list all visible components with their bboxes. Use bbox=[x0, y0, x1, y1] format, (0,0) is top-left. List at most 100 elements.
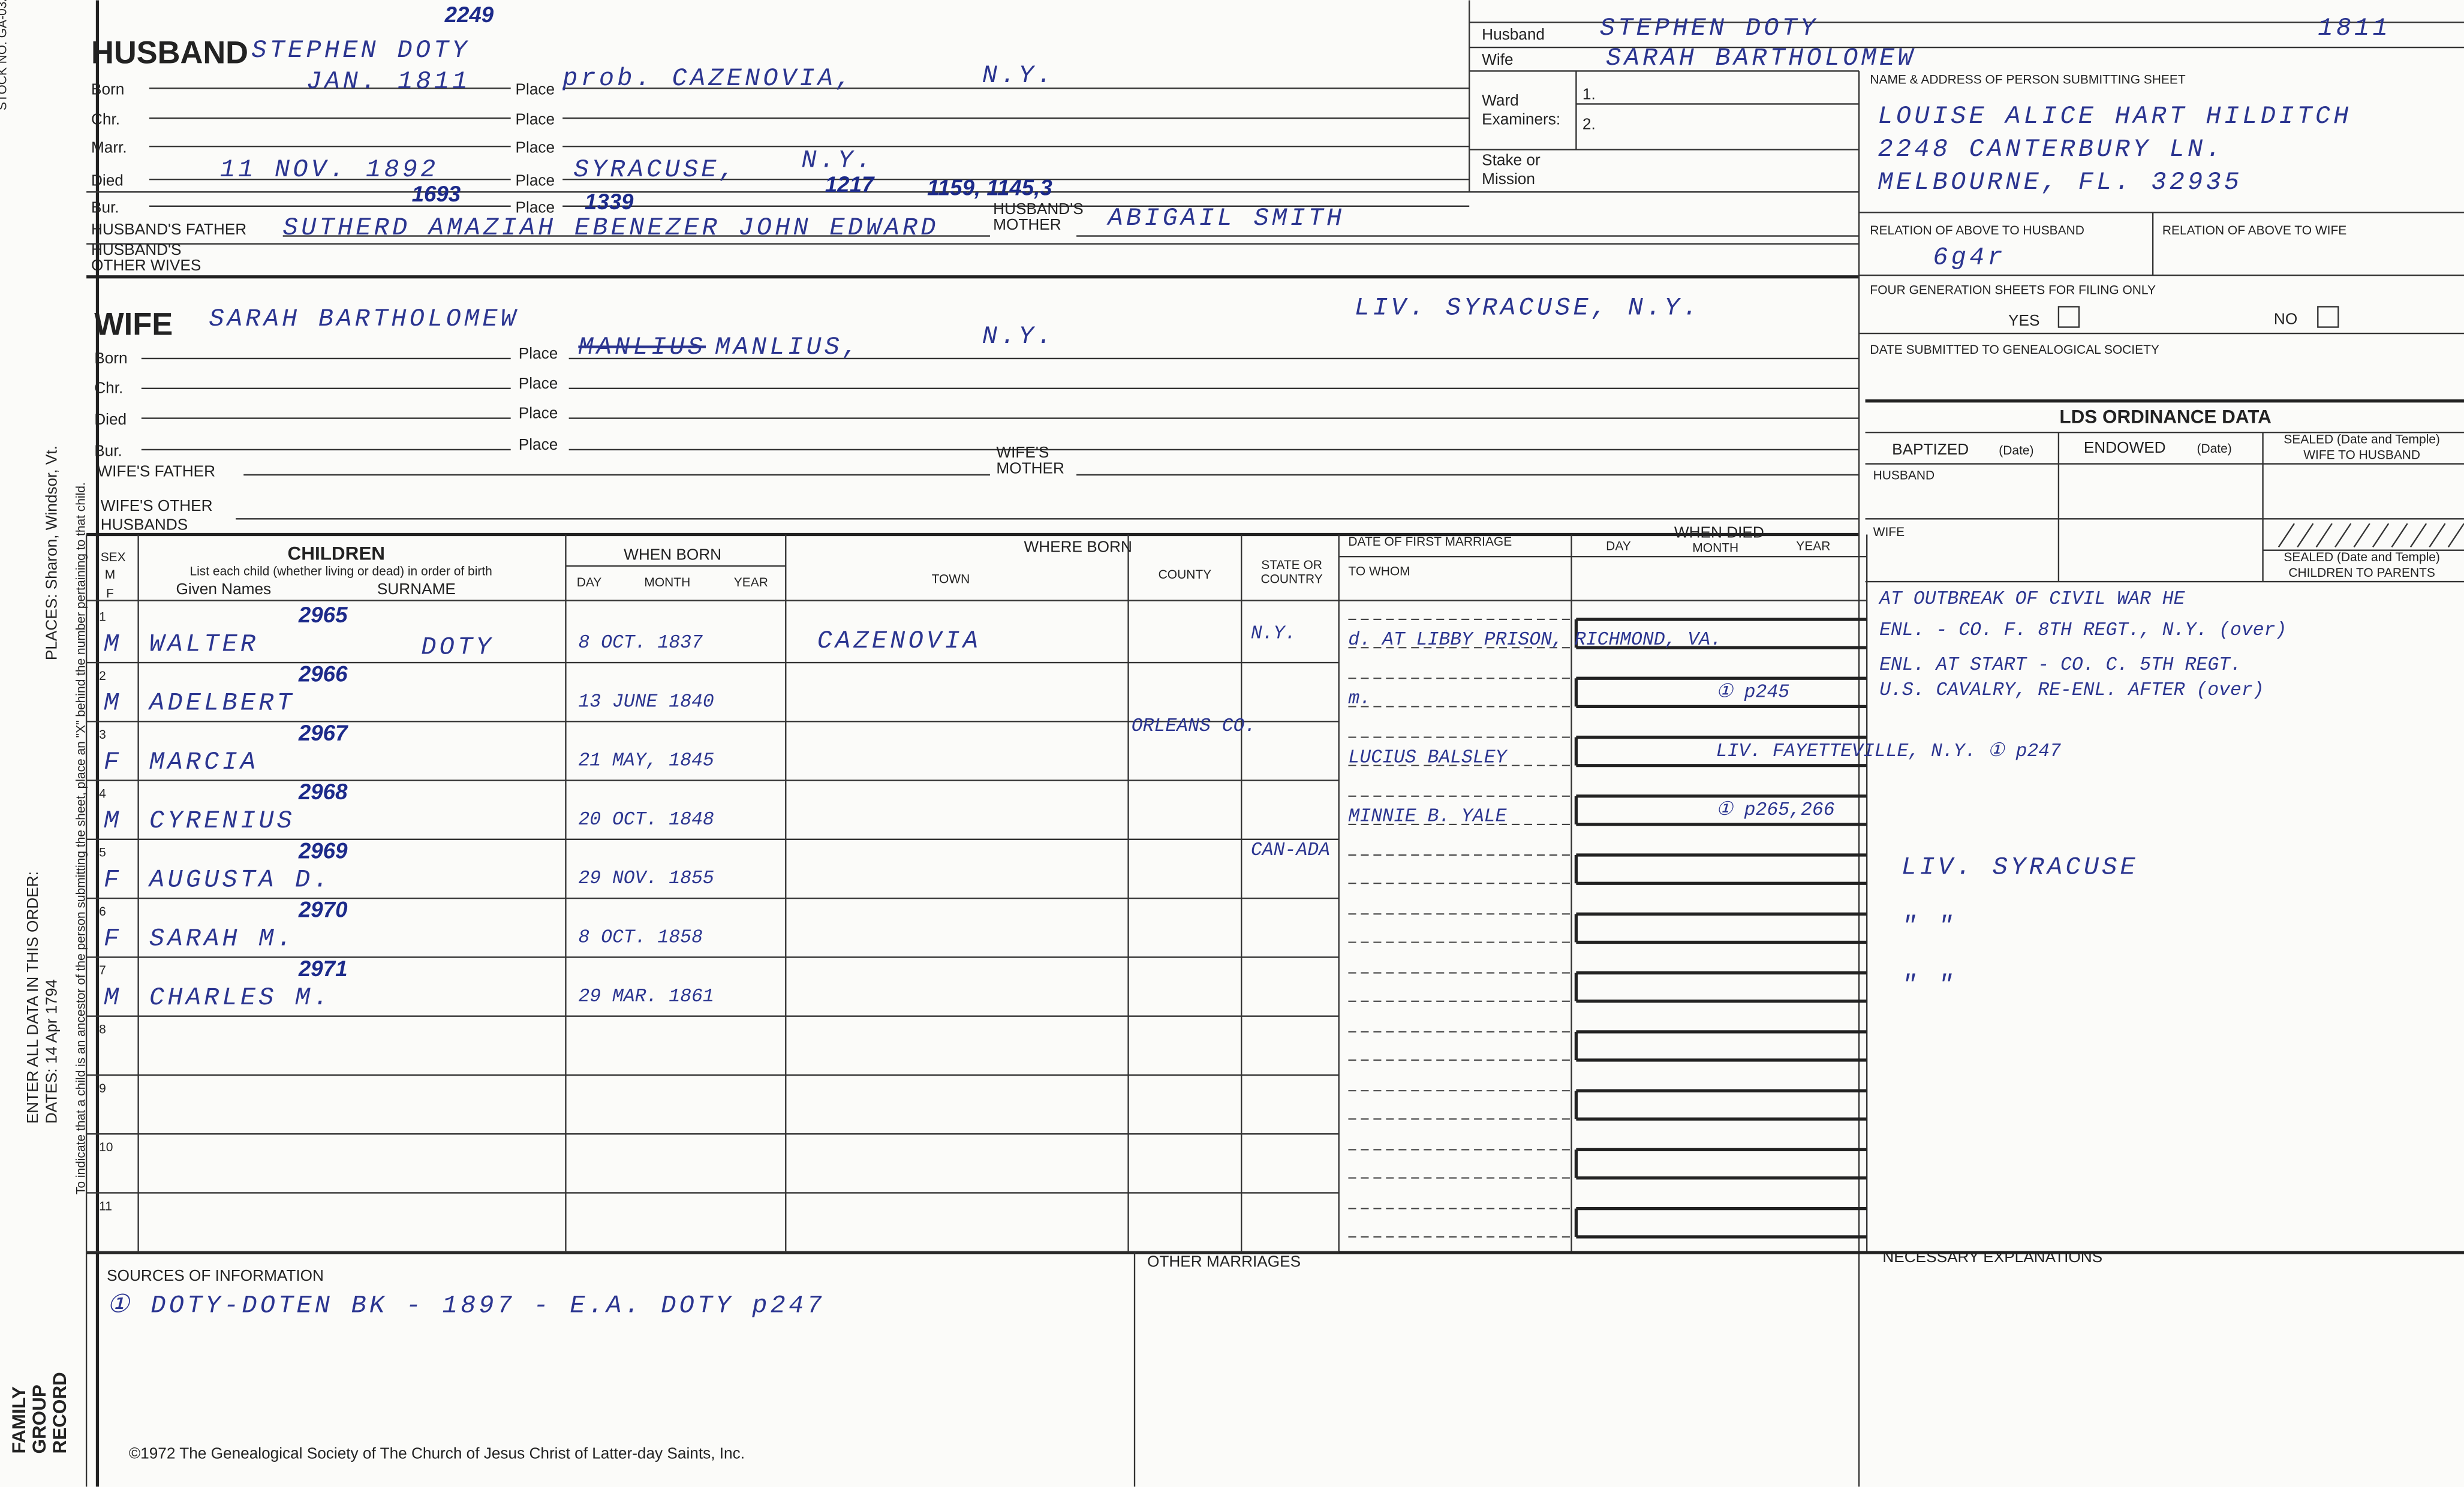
town: CAZENOVIA bbox=[817, 627, 982, 655]
indicate: To indicate that a child is an ancestor … bbox=[74, 482, 88, 1194]
checkbox bbox=[2057, 306, 2080, 328]
other-wives-label: OTHER WIVES bbox=[91, 256, 201, 274]
sex: M bbox=[104, 806, 122, 835]
rule bbox=[2372, 523, 2390, 548]
lds-label: LDS ORDINANCE DATA bbox=[2059, 406, 2271, 427]
sex: M bbox=[104, 689, 122, 718]
note: LIV. SYRACUSE bbox=[1902, 853, 2138, 882]
given-label: Given Names bbox=[176, 580, 272, 598]
born: 20 OCT. 1848 bbox=[578, 809, 714, 830]
state-label: STATE OR bbox=[1261, 558, 1322, 572]
place-label: Place bbox=[516, 171, 555, 189]
born-label: Born bbox=[94, 349, 127, 367]
mother: ABIGAIL SMITH bbox=[1106, 204, 1344, 233]
when-died-label: WHEN DIED bbox=[1674, 523, 1764, 541]
children-label: CHILDREN bbox=[288, 543, 385, 564]
label: WIFE bbox=[94, 308, 173, 342]
date-submitted-label: DATE SUBMITTED TO GENEALOGICAL SOCIETY bbox=[1870, 343, 2159, 357]
form-texts: STOCK NO. GA-032 PLACES: Sharon, Windsor,… bbox=[0, 0, 2440, 1462]
sex-label: SEX bbox=[101, 550, 126, 564]
marriage-note: ① p245 bbox=[1716, 682, 1790, 703]
other-marriages-label: OTHER MARRIAGES bbox=[1147, 1253, 1301, 1271]
ward-label: Ward bbox=[1482, 91, 1519, 109]
place-label: Place bbox=[519, 404, 558, 422]
number: 2969 bbox=[298, 838, 348, 863]
submitter: 2248 CANTERBURY LN. bbox=[1878, 135, 2224, 164]
examiner-numbers: 1. bbox=[1583, 85, 1596, 103]
marriage: d. AT LIBBY PRISON, RICHMOND, VA. bbox=[1348, 630, 1722, 651]
born-label: Born bbox=[91, 80, 124, 98]
row-numbers: 5 bbox=[99, 846, 106, 860]
died-label: Died bbox=[94, 410, 127, 428]
endowed-label: ENDOWED bbox=[2084, 438, 2166, 456]
born-place-struck: MANLIUS bbox=[578, 333, 706, 362]
explanations-label: NECESSARY EXPLANATIONS bbox=[1882, 1248, 2102, 1266]
marriage-note: ① p265,266 bbox=[1716, 800, 1835, 821]
born-place: prob. CAZENOVIA, bbox=[562, 64, 854, 93]
county-label: COUNTY bbox=[1159, 568, 1211, 582]
died: 11 NOV. 1892 bbox=[220, 155, 439, 184]
wife-row: WIFE bbox=[1873, 525, 1905, 539]
given: MARCIA bbox=[149, 748, 258, 776]
born: 29 NOV. 1855 bbox=[578, 868, 714, 889]
born-state: N.Y. bbox=[982, 322, 1055, 351]
born: 21 MAY, 1845 bbox=[578, 751, 714, 772]
when-born-label: WHEN BORN bbox=[624, 545, 721, 563]
note: " " bbox=[1902, 971, 1956, 1000]
county: ORLEANS CO. bbox=[1132, 716, 1256, 737]
mother-label: MOTHER bbox=[996, 459, 1064, 477]
surname: DOTY bbox=[421, 633, 494, 662]
marriage: LUCIUS BALSLEY bbox=[1348, 747, 1508, 768]
submitter-label: NAME & ADDRESS OF PERSON SUBMITTING SHEE… bbox=[1870, 73, 2185, 86]
mother-label: HUSBAND'S bbox=[993, 200, 1084, 218]
sealed-wife-label: SEALED (Date and Temple) bbox=[2284, 432, 2440, 446]
form-lines bbox=[85, 0, 2464, 1487]
row-numbers: 6 bbox=[99, 905, 106, 919]
given: ADELBERT bbox=[148, 689, 295, 718]
rule bbox=[2353, 523, 2370, 548]
state: CAN-ADA bbox=[1251, 840, 1330, 861]
died-state: N.Y. bbox=[801, 146, 874, 174]
sex: M bbox=[104, 630, 122, 658]
husband: STEPHEN DOTY bbox=[1600, 14, 1819, 43]
marriage-label: DATE OF FIRST MARRIAGE bbox=[1348, 535, 1512, 549]
examiner-numbers: 2. bbox=[1583, 115, 1596, 133]
residence: LIV. SYRACUSE, N.Y. bbox=[1355, 294, 1701, 323]
sex: F bbox=[104, 865, 122, 894]
number: 2968 bbox=[298, 779, 348, 804]
number: 2971 bbox=[298, 956, 348, 981]
stake-label: Stake or bbox=[1482, 151, 1541, 169]
sources-label: SOURCES OF INFORMATION bbox=[107, 1266, 324, 1284]
given: CYRENIUS bbox=[149, 806, 295, 835]
number: 2965 bbox=[298, 603, 348, 627]
father: SUTHERD AMAZIAH EBENEZER JOHN EDWARD bbox=[283, 213, 939, 242]
place-label: Place bbox=[519, 435, 558, 453]
born: 8 OCT. 1837 bbox=[578, 633, 703, 654]
side-title: RECORD bbox=[49, 1372, 70, 1453]
submitter: LOUISE ALICE HART HILDITCH bbox=[1878, 102, 2352, 131]
husband-label: Husband bbox=[1482, 25, 1545, 43]
born-state: N.Y. bbox=[982, 61, 1055, 90]
father-numbers: 1693 bbox=[412, 182, 461, 206]
row-numbers: 2 bbox=[99, 669, 106, 683]
row-numbers: 3 bbox=[99, 728, 106, 742]
other-husbands-label: HUSBANDS bbox=[101, 516, 188, 534]
date-label: (Date) bbox=[2197, 442, 2232, 456]
sex-label: M bbox=[105, 568, 115, 582]
rule bbox=[2278, 523, 2295, 548]
number: 2966 bbox=[298, 661, 348, 686]
bur-label: Bur. bbox=[91, 198, 119, 216]
row-numbers: 11 bbox=[99, 1199, 112, 1213]
born-place: MANLIUS, bbox=[715, 333, 861, 362]
yes: YES bbox=[2008, 311, 2039, 329]
state: N.Y. bbox=[1251, 623, 1296, 644]
marriage-note: LIV. FAYETTEVILLE, N.Y. ① p247 bbox=[1716, 741, 2061, 762]
number: 2967 bbox=[298, 721, 348, 745]
month-label: MONTH bbox=[1692, 541, 1738, 555]
place-label: Place bbox=[516, 198, 555, 216]
copyright: ©1972 The Genealogical Society of The Ch… bbox=[129, 1444, 745, 1462]
husband-row: HUSBAND bbox=[1873, 469, 1935, 483]
town-label: TOWN bbox=[932, 573, 970, 586]
